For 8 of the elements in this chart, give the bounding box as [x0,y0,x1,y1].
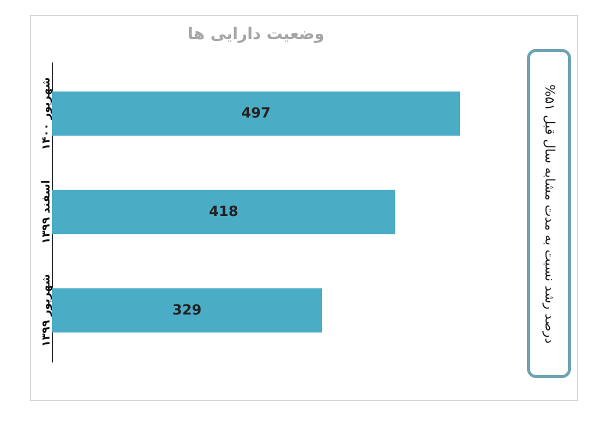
data-label: 329 [172,302,202,318]
data-label: 497 [241,106,271,122]
text: درصد رشد نسبت به مدت مشابه سال قبل ۵۱% [542,84,556,344]
y-tick-label: شهریور ۱۳۹۹ [40,274,52,347]
y-tick-label: اسفند ۱۳۹۹ [40,180,52,244]
chart-title: وضعیت دارایی ها [188,24,324,43]
data-label: 418 [208,204,238,220]
y-tick-label: شهریور ۱۴۰۰ [40,77,52,150]
